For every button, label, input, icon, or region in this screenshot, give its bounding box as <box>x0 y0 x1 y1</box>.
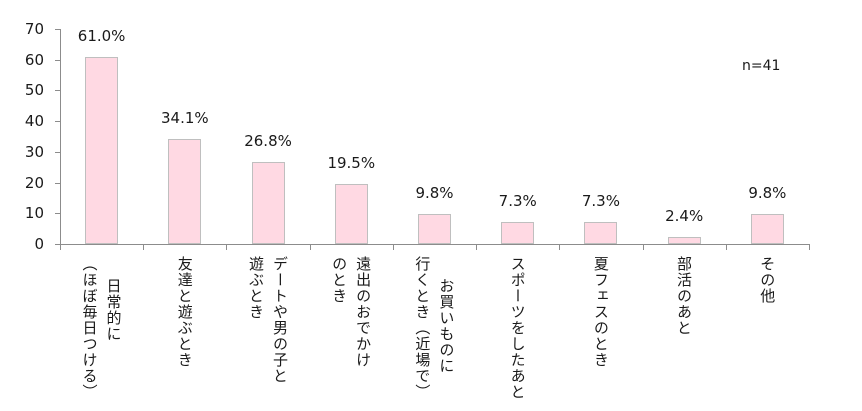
y-tick-mark <box>55 121 60 123</box>
category-label: スポーツをしたあと <box>476 256 559 406</box>
x-tick-mark <box>143 244 145 250</box>
category-label: その他 <box>726 256 809 406</box>
y-axis <box>60 29 61 245</box>
x-tick-mark <box>392 244 394 250</box>
y-tick-mark <box>55 182 60 184</box>
sample-size-note: n=41 <box>742 58 781 74</box>
bar <box>750 213 784 244</box>
value-label: 9.8% <box>748 183 787 202</box>
category-label-line: 部活のあと <box>675 256 694 336</box>
bar <box>168 139 202 244</box>
bar <box>501 221 535 244</box>
category-label-line: 日常的に <box>104 278 123 342</box>
x-tick-mark <box>559 244 561 250</box>
x-tick-mark <box>476 244 478 250</box>
category-label: 遠出のおでかけ のとき <box>310 256 393 406</box>
bar <box>584 221 618 244</box>
category-label-line: 友達と遊ぶとき <box>175 256 194 368</box>
value-label: 26.8% <box>244 131 292 150</box>
category-label-line: スポーツをしたあと <box>508 256 527 400</box>
y-tick-label: 70 <box>24 20 44 38</box>
category-label-line: 夏フェスのとき <box>591 256 610 368</box>
value-label: 19.5% <box>327 154 376 173</box>
y-tick-mark <box>55 59 60 61</box>
bar <box>85 56 119 244</box>
y-tick-mark <box>55 213 60 215</box>
category-label: 友達と遊ぶとき <box>143 256 226 406</box>
y-tick-mark <box>55 244 60 245</box>
value-label: 61.0% <box>77 26 126 45</box>
y-tick-label: 10 <box>24 204 44 223</box>
category-label-line: のとき <box>330 256 349 304</box>
x-axis <box>60 244 809 245</box>
category-label: デートや男の子と 遊ぶとき <box>226 256 309 406</box>
x-tick-mark <box>309 244 311 250</box>
category-label-line: 行くとき（近場で） <box>413 256 432 400</box>
y-tick-label: 30 <box>24 142 44 161</box>
y-tick-label: 60 <box>24 50 44 69</box>
y-tick-mark <box>55 29 60 30</box>
y-tick-mark <box>55 151 60 153</box>
bar <box>251 161 285 244</box>
category-label-line: お買いものに <box>437 278 456 374</box>
x-tick-mark <box>725 244 727 250</box>
category-label-line: 遊ぶとき <box>246 256 265 320</box>
y-tick-label: 20 <box>24 173 44 192</box>
category-label-line: その他 <box>758 256 777 304</box>
y-tick-label: 50 <box>24 81 44 100</box>
bar <box>418 213 451 244</box>
y-tick-mark <box>55 90 60 92</box>
category-label-line: デートや男の子と <box>270 256 289 384</box>
value-label: 34.1% <box>161 109 209 128</box>
value-label: 9.8% <box>415 183 454 202</box>
x-tick-mark <box>642 244 644 250</box>
x-tick-mark <box>60 244 61 250</box>
y-tick-label: 40 <box>24 112 44 131</box>
category-label-line: 遠出のおでかけ <box>354 256 373 368</box>
category-label: お買いものに 行くとき（近場で） <box>393 256 476 406</box>
category-label-line: （ほぼ毎日つける） <box>80 256 99 400</box>
category-label: 日常的に （ほぼ毎日つける） <box>60 256 143 406</box>
category-label: 夏フェスのとき <box>559 256 642 406</box>
bar <box>334 184 368 244</box>
category-label: 部活のあと <box>643 256 726 406</box>
bar <box>667 236 701 244</box>
value-label: 2.4% <box>665 206 704 225</box>
x-tick-mark <box>226 244 228 250</box>
value-label: 7.3% <box>498 191 537 210</box>
x-tick-mark <box>809 244 810 250</box>
value-label: 7.3% <box>581 191 620 210</box>
y-tick-label: 0 <box>34 235 44 253</box>
